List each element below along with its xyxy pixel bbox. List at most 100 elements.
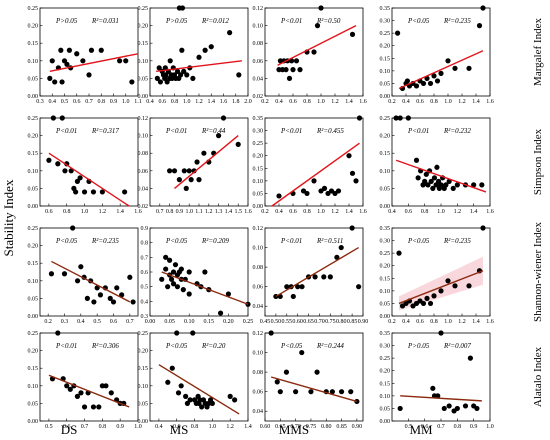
x-tick-label: 0.4 — [388, 209, 396, 215]
data-point — [159, 276, 165, 282]
x-tick-label: 1.4 — [208, 99, 216, 105]
data-point — [47, 75, 53, 81]
x-tick-label: 0.6 — [110, 319, 118, 325]
panel-r2-c3: 0.00 0.05 0.10 0.15 0.20 0.25 0.30 0.35 0.2 0.4 0.… — [380, 225, 494, 325]
p-value-label: P<0.05 — [165, 342, 188, 350]
x-tick-label: 1.0 — [183, 99, 191, 105]
x-tick-label: 0.70 — [290, 424, 301, 430]
data-point — [321, 185, 328, 191]
y-tick-label: 0.25 — [253, 141, 264, 147]
x-tick-label: 1.0 — [209, 424, 217, 430]
data-point — [181, 68, 187, 74]
data-point — [334, 254, 340, 260]
data-point — [208, 44, 214, 50]
data-point — [438, 70, 444, 76]
x-tick-label: 0.6 — [159, 99, 167, 105]
data-point — [356, 115, 363, 121]
x-tick-label: 1.0 — [185, 209, 193, 215]
x-tick-label: 1.6 — [486, 319, 494, 325]
data-point — [178, 266, 184, 272]
data-point — [318, 5, 324, 11]
data-point — [62, 168, 68, 174]
data-point — [167, 58, 173, 64]
x-tick-label: 0.7 — [126, 319, 134, 325]
y-tick-label: 0.25 — [138, 6, 149, 12]
x-tick-label: 0.8 — [99, 424, 107, 430]
data-point — [227, 30, 233, 36]
y-tick-label: 0.35 — [380, 331, 391, 337]
panel-r1-c0: 0.00 0.05 0.10 0.15 0.20 0.25 0.6 0.8 1.0 1.2 1.4 1… — [28, 115, 142, 215]
x-tick-label: 0.6 — [289, 99, 297, 105]
data-point — [293, 389, 299, 395]
data-point — [178, 72, 184, 78]
data-point — [58, 47, 64, 53]
data-point — [396, 250, 402, 256]
data-point — [290, 293, 296, 300]
data-point — [338, 389, 345, 395]
r2-label: R²=0.007 — [443, 342, 471, 350]
fit-line — [161, 271, 249, 305]
data-point — [427, 80, 434, 87]
x-tick-label: 0.4 — [275, 209, 283, 215]
x-tick-label: 0.8 — [430, 319, 438, 325]
data-point — [431, 73, 437, 79]
y-tick-label: 0.3 — [141, 314, 149, 320]
y-tick-label: 0.20 — [28, 24, 39, 30]
data-point — [170, 281, 177, 287]
y-tick-label: 0.05 — [380, 186, 391, 192]
x-tick-label: 0.8 — [98, 99, 106, 105]
panel-r0-c3: 0.00 0.05 0.10 0.15 0.20 0.25 0.30 0.35 0.2 0.4 0.… — [380, 5, 494, 105]
data-point — [55, 161, 61, 167]
data-point — [434, 78, 441, 84]
fit-line — [271, 142, 360, 207]
r2-label: R²=0.317 — [91, 127, 119, 135]
y-tick-label: 0.04 — [253, 76, 264, 82]
y-tick-label: 0.15 — [380, 56, 391, 62]
y-tick-label: 0.9 — [141, 226, 149, 232]
data-point — [422, 178, 428, 184]
r2-label: R²=0.511 — [316, 237, 343, 245]
y-tick-label: 0.35 — [253, 116, 264, 122]
y-tick-label: 0.08 — [253, 370, 264, 376]
panel-r1-c2: 0.00 0.05 0.10 0.15 0.20 0.25 0.30 0.35 0.2 0.4 0.… — [253, 115, 367, 215]
data-point — [197, 397, 203, 403]
y-tick-label: 0.10 — [253, 351, 264, 357]
data-point — [467, 355, 473, 361]
data-point — [454, 405, 460, 412]
x-tick-label: 0.8 — [430, 99, 438, 105]
x-tick-label: 0.90 — [358, 319, 369, 325]
data-point — [199, 404, 205, 410]
y-tick-label: 0.15 — [28, 366, 39, 372]
x-tick-label: 1.4 — [472, 319, 480, 325]
data-point — [165, 284, 171, 290]
data-point — [99, 383, 105, 389]
x-tick-label: 0.55 — [282, 319, 293, 325]
data-point — [55, 330, 61, 336]
data-point — [216, 133, 222, 139]
y-tick-label: 0.4 — [141, 299, 149, 305]
y-tick-label: 0.20 — [138, 349, 149, 355]
fit-line — [156, 60, 242, 73]
x-tick-label: 1.0 — [444, 319, 452, 325]
y-tick-label: 0.15 — [28, 41, 39, 47]
y-tick-label: 0.30 — [380, 239, 391, 245]
row-label: Simpson Index — [532, 128, 544, 195]
data-point — [59, 115, 65, 121]
data-point — [277, 389, 283, 395]
y-tick-label: 0.20 — [380, 369, 391, 375]
y-tick-label: 0.10 — [28, 169, 39, 175]
x-tick-label: 0.60 — [260, 424, 271, 430]
x-tick-label: 1.5 — [234, 209, 242, 215]
panel-r0-c2: 0.02 0.04 0.06 0.08 0.10 0.12 0.2 0.4 0.6 0.8 1.0 1… — [253, 5, 367, 105]
y-tick-label: 0.05 — [138, 401, 149, 407]
y-tick-label: 0.30 — [380, 19, 391, 25]
r2-label: R²=0.50 — [316, 17, 341, 25]
data-point — [235, 141, 241, 147]
column-label: MS — [170, 422, 189, 437]
data-point — [304, 190, 310, 197]
data-point — [312, 274, 318, 280]
x-tick-label: 0.8 — [454, 424, 462, 430]
data-point — [165, 379, 171, 385]
data-point — [321, 274, 327, 280]
data-point — [445, 278, 451, 284]
